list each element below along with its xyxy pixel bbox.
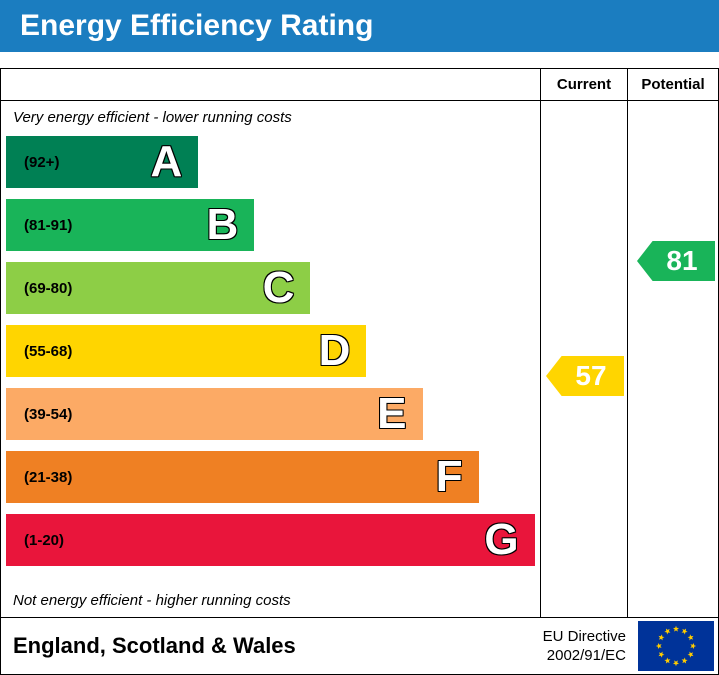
header-cell-empty: [1, 69, 540, 100]
spacer: [0, 52, 719, 68]
chart-title-banner: Energy Efficiency Rating: [0, 0, 719, 52]
potential-column-header: Potential: [627, 69, 718, 100]
eu-directive-line1: EU Directive: [542, 627, 626, 645]
band-letter: G: [484, 515, 519, 564]
band-bar-a: (92+) A: [6, 136, 199, 188]
band-range-label: (81-91): [24, 216, 73, 234]
band-letter: D: [318, 326, 351, 375]
band-bar-c: (69-80) C: [6, 262, 311, 314]
chart-body-row: Very energy efficient - lower running co…: [1, 101, 718, 617]
band-letter: E: [377, 389, 407, 438]
band-range-label: (21-38): [24, 468, 73, 486]
band-letter: B: [206, 200, 239, 249]
potential-column: 81: [627, 101, 718, 617]
note-very-efficient: Very energy efficient - lower running co…: [13, 109, 292, 126]
column-header-row: Current Potential: [1, 69, 718, 101]
band-bars: (92+) A (81-91) B (69-80) C (55-68) D (39-54) E (2…: [1, 136, 540, 566]
band-range-label: (55-68): [24, 342, 73, 360]
band-letter: F: [435, 452, 463, 501]
band-bar-b: (81-91) B: [6, 199, 255, 251]
region-label: England, Scotland & Wales: [13, 633, 296, 658]
current-column-header: Current: [540, 69, 627, 100]
eu-directive-label: EU Directive 2002/91/EC: [543, 627, 626, 666]
band-bar-d: (55-68) D: [6, 325, 367, 377]
eu-flag-icon: [638, 621, 714, 671]
band-letter: C: [262, 263, 295, 312]
chart-title: Energy Efficiency Rating: [20, 9, 374, 42]
band-range-label: (69-80): [24, 279, 73, 297]
current-column: 57: [540, 101, 627, 617]
rating-bands-area: Very energy efficient - lower running co…: [1, 101, 540, 617]
epc-table: Current Potential Very energy efficient …: [0, 68, 719, 675]
band-range-label: (1-20): [24, 531, 65, 549]
current-rating-pointer: 57: [546, 356, 624, 396]
band-bar-f: (21-38) F: [6, 451, 479, 503]
band-range-label: (92+): [24, 153, 60, 171]
footer-row: England, Scotland & Wales EU Directive 2…: [1, 617, 718, 674]
band-letter: A: [150, 137, 183, 186]
band-bar-g: (1-20) G: [6, 514, 535, 566]
eu-directive-line2: 2002/91/EC: [546, 647, 626, 664]
potential-rating-value: 81: [666, 245, 698, 276]
band-bar-e: (39-54) E: [6, 388, 423, 440]
note-not-efficient: Not energy efficient - higher running co…: [13, 592, 291, 609]
potential-rating-pointer: 81: [637, 241, 715, 281]
band-range-label: (39-54): [24, 405, 73, 423]
current-rating-value: 57: [575, 360, 607, 391]
